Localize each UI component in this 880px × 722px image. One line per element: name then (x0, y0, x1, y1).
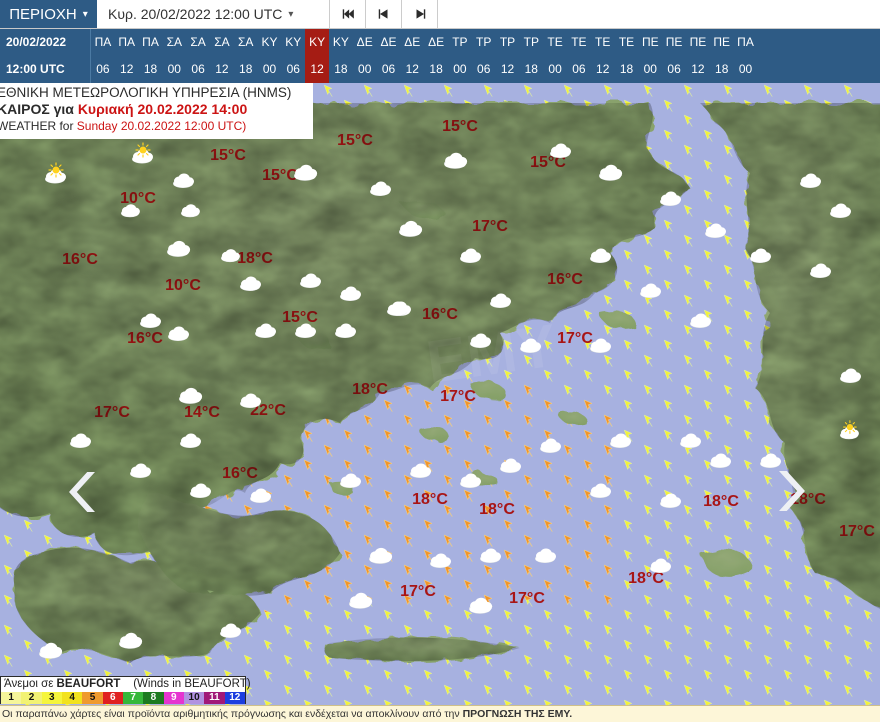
svg-text:17°C: 17°C (557, 330, 593, 347)
svg-text:17°C: 17°C (400, 583, 436, 600)
svg-text:18°C: 18°C (412, 491, 448, 508)
svg-text:17°C: 17°C (440, 388, 476, 405)
svg-text:17°C: 17°C (509, 590, 545, 607)
svg-text:18°C: 18°C (703, 493, 739, 510)
svg-text:18°C: 18°C (479, 501, 515, 518)
